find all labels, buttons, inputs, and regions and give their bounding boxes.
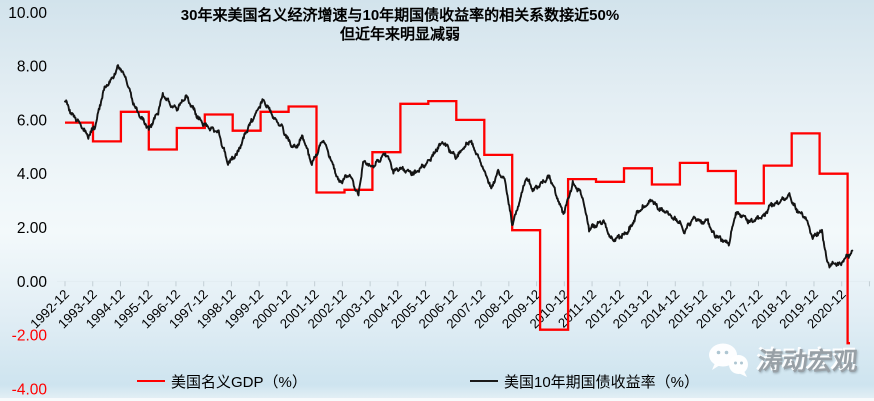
y-axis-tick-label: -2.00 [12,328,48,345]
bottom-highlight-strip [0,398,874,401]
y-axis-tick-label: 10.00 [8,5,47,22]
y-axis-tick-label: 6.00 [17,112,48,129]
chart-title-line2: 但近年来明显减弱 [339,26,460,43]
watermark-text: 涛动宏观 [756,348,860,376]
treasury-line-swatch-icon [470,380,498,382]
y-axis-tick-label: 4.00 [17,166,48,183]
y-axis-tick-label: 0.00 [17,274,48,291]
watermark: 涛动宏观 [706,340,860,380]
y-axis-tick-label: 2.00 [17,220,48,237]
gdp-line-swatch-icon [137,380,165,382]
legend-item-gdp: 美国名义GDP（%） [137,368,307,394]
treasury-yield-line [64,64,854,269]
y-axis-tick-label: 8.00 [17,59,48,76]
legend-label-gdp: 美国名义GDP（%） [171,373,307,391]
legend-label-treasury: 美国10年期国债收益率（%） [504,373,700,391]
legend-item-treasury: 美国10年期国债收益率（%） [470,368,699,394]
wechat-icon [708,343,748,377]
gdp-step-line [65,99,850,345]
chart-title: 30年来美国名义经济增速与10年期国债收益率的相关系数接近50% 但近年来明显减… [40,6,760,44]
y-axis-tick-label: -4.00 [12,381,48,398]
chart-title-line1: 30年来美国名义经济增速与10年期国债收益率的相关系数接近50% [180,7,620,24]
chart-legend: 美国名义GDP（%） 美国10年期国债收益率（%） [0,368,874,394]
